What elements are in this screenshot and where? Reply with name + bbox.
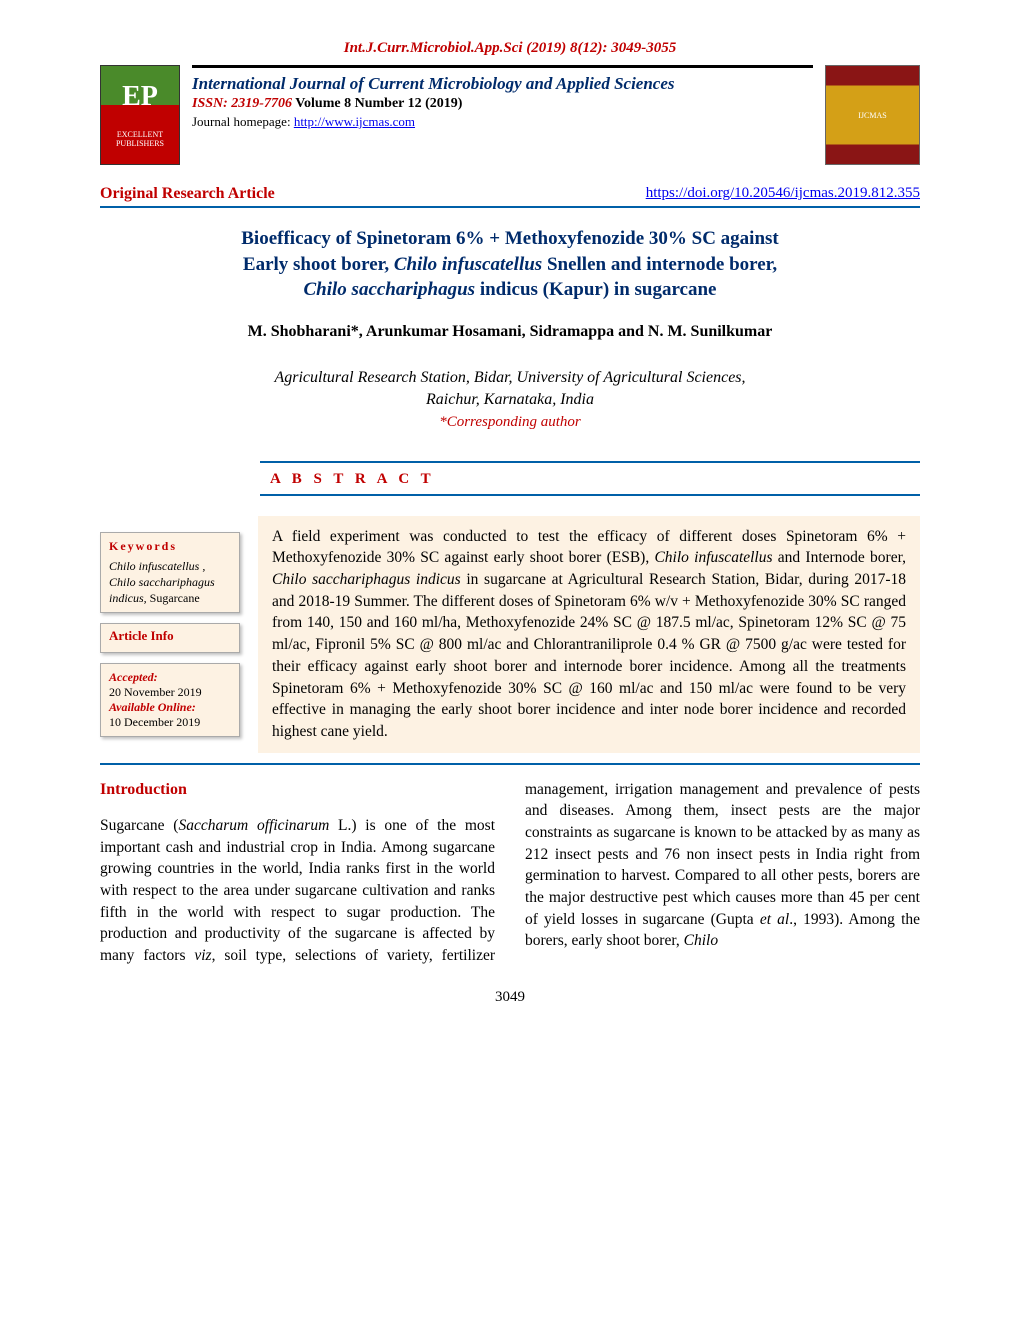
article-info-header: Article Info bbox=[109, 628, 231, 644]
available-label: Available Online: bbox=[109, 700, 231, 715]
intro-t1: Sugarcane ( bbox=[100, 817, 178, 834]
sidebar: Keywords Chilo infuscatellus , Chilo sac… bbox=[100, 516, 240, 753]
homepage-link[interactable]: http://www.ijcmas.com bbox=[294, 114, 415, 129]
header-row: EP EXCELLENT PUBLISHERS International Jo… bbox=[100, 65, 920, 165]
title-line2a: Early shoot borer, bbox=[243, 254, 394, 275]
article-type: Original Research Article bbox=[100, 185, 275, 203]
intro-t2i: viz bbox=[194, 947, 211, 964]
abstract-section: Keywords Chilo infuscatellus , Chilo sac… bbox=[100, 516, 920, 753]
badge-label: IJCMAS bbox=[858, 111, 886, 120]
homepage-line: Journal homepage: http://www.ijcmas.com bbox=[192, 114, 813, 130]
title-line3-italic: Chilo sacchariphagus bbox=[304, 279, 476, 300]
introduction-paragraph: Sugarcane (Saccharum officinarum L.) is … bbox=[100, 779, 920, 967]
header-citation: Int.J.Curr.Microbiol.App.Sci (2019) 8(12… bbox=[100, 40, 920, 57]
accepted-label: Accepted: bbox=[109, 670, 231, 685]
page-number: 3049 bbox=[100, 989, 920, 1006]
article-dates-box: Accepted: 20 November 2019 Available Onl… bbox=[100, 663, 240, 737]
affiliation: Agricultural Research Station, Bidar, Un… bbox=[100, 367, 920, 412]
abstract-rule-top bbox=[260, 461, 920, 463]
intro-t3i: et al bbox=[760, 911, 789, 928]
abstract-rule-bottom bbox=[260, 494, 920, 496]
journal-title: International Journal of Current Microbi… bbox=[192, 74, 813, 94]
doi-link[interactable]: https://doi.org/10.20546/ijcmas.2019.812… bbox=[646, 185, 920, 203]
introduction-heading: Introduction bbox=[100, 779, 495, 801]
intro-t1i: Saccharum officinarum bbox=[178, 817, 329, 834]
keywords-box: Keywords Chilo infuscatellus , Chilo sac… bbox=[100, 532, 240, 614]
abstract-i1: Chilo infuscatellus bbox=[654, 549, 772, 566]
abstract-heading: A B S T R A C T bbox=[270, 465, 920, 494]
keywords-text: Chilo infuscatellus , Chilo sacchariphag… bbox=[109, 558, 231, 607]
title-line1: Bioefficacy of Spinetoram 6% + Methoxyfe… bbox=[241, 228, 779, 249]
intro-t2: L.) is one of the most important cash an… bbox=[100, 817, 495, 964]
intro-t4i: Chilo bbox=[684, 932, 718, 949]
issn-label: ISSN: 2319-7706 bbox=[192, 96, 292, 111]
article-meta-row: Original Research Article https://doi.or… bbox=[100, 185, 920, 208]
title-line2-italic: Chilo infuscatellus bbox=[394, 254, 542, 275]
abstract-i2: Chilo sacchariphagus indicus bbox=[272, 571, 461, 588]
authors: M. Shobharani*, Arunkumar Hosamani, Sidr… bbox=[100, 323, 920, 341]
corresponding-author: *Corresponding author bbox=[100, 414, 920, 431]
publisher-initials: EP bbox=[122, 81, 158, 113]
title-line2b: Snellen and internode borer, bbox=[542, 254, 777, 275]
title-line3b: indicus (Kapur) in sugarcane bbox=[475, 279, 716, 300]
available-date: 10 December 2019 bbox=[109, 715, 231, 730]
abstract-text: A field experiment was conducted to test… bbox=[258, 516, 920, 753]
keywords-plain: Sugarcane bbox=[147, 591, 200, 605]
accepted-date: 20 November 2019 bbox=[109, 685, 231, 700]
issn-line: ISSN: 2319-7706 Volume 8 Number 12 (2019… bbox=[192, 96, 813, 112]
body-rule bbox=[100, 763, 920, 765]
article-info-header-box: Article Info bbox=[100, 623, 240, 653]
keywords-header: Keywords bbox=[109, 539, 231, 554]
journal-cover-badge: IJCMAS bbox=[825, 65, 920, 165]
affiliation-line1: Agricultural Research Station, Bidar, Un… bbox=[274, 369, 745, 386]
abstract-p3: in sugarcane at Agricultural Research St… bbox=[272, 571, 906, 740]
homepage-label: Journal homepage: bbox=[192, 114, 294, 129]
article-title: Bioefficacy of Spinetoram 6% + Methoxyfe… bbox=[120, 226, 900, 303]
abstract-p2: and Internode borer, bbox=[773, 549, 906, 566]
publisher-logo: EP EXCELLENT PUBLISHERS bbox=[100, 65, 180, 165]
volume-text: Volume 8 Number 12 (2019) bbox=[292, 96, 462, 111]
body-columns: Introduction Sugarcane (Saccharum offici… bbox=[100, 779, 920, 967]
publisher-name: EXCELLENT PUBLISHERS bbox=[103, 131, 177, 149]
affiliation-line2: Raichur, Karnataka, India bbox=[426, 391, 594, 408]
journal-info-block: International Journal of Current Microbi… bbox=[192, 65, 813, 130]
